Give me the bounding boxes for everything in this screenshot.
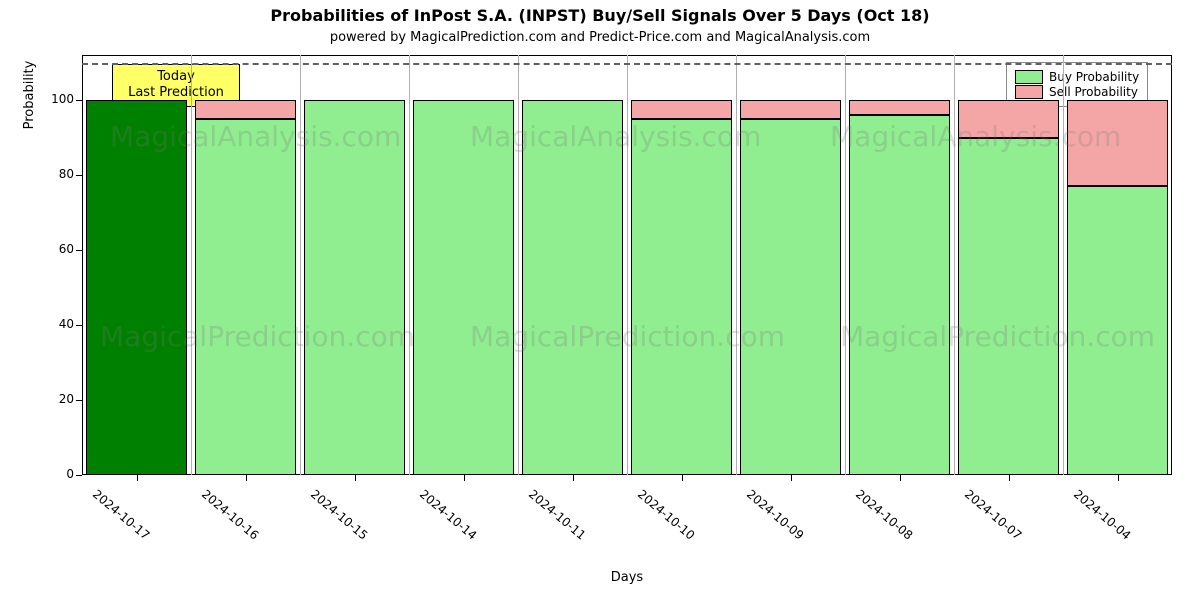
x-tick-label: 2024-10-16 xyxy=(199,487,261,543)
grid-line xyxy=(518,55,519,475)
x-tick-mark xyxy=(573,475,574,481)
chart-container: Probabilities of InPost S.A. (INPST) Buy… xyxy=(0,0,1200,600)
bar-buy xyxy=(631,119,731,475)
annotation-line1: Today xyxy=(123,69,229,85)
x-tick-mark xyxy=(791,475,792,481)
y-tick-label: 40 xyxy=(34,317,74,331)
y-tick-label: 0 xyxy=(34,467,74,481)
bar-sell xyxy=(631,100,731,119)
bar-buy xyxy=(195,119,295,475)
x-tick-label: 2024-10-11 xyxy=(526,487,588,543)
bar-buy xyxy=(849,115,949,475)
bar-buy xyxy=(86,100,186,475)
y-tick-mark xyxy=(76,325,82,326)
x-tick-mark xyxy=(246,475,247,481)
x-tick-label: 2024-10-17 xyxy=(90,487,152,543)
x-tick-label: 2024-10-09 xyxy=(744,487,806,543)
y-tick-label: 20 xyxy=(34,392,74,406)
x-axis-label: Days xyxy=(82,570,1172,585)
y-tick-mark xyxy=(76,475,82,476)
bar-sell xyxy=(195,100,295,119)
y-tick-label: 100 xyxy=(34,92,74,106)
y-axis-label: Probability xyxy=(22,0,37,305)
x-tick-mark xyxy=(355,475,356,481)
bar-buy xyxy=(958,138,1058,476)
bar-buy xyxy=(304,100,404,475)
grid-line xyxy=(954,55,955,475)
grid-line xyxy=(409,55,410,475)
x-tick-mark xyxy=(1118,475,1119,481)
y-tick-mark xyxy=(76,175,82,176)
x-tick-label: 2024-10-14 xyxy=(417,487,479,543)
bar-sell xyxy=(849,100,949,115)
x-tick-mark xyxy=(1009,475,1010,481)
y-tick-mark xyxy=(76,250,82,251)
grid-line xyxy=(845,55,846,475)
x-tick-mark xyxy=(900,475,901,481)
legend-item-sell: Sell Probability xyxy=(1015,85,1139,99)
y-tick-label: 80 xyxy=(34,167,74,181)
y-tick-mark xyxy=(76,100,82,101)
grid-line xyxy=(191,55,192,475)
x-tick-mark xyxy=(682,475,683,481)
bar-buy xyxy=(413,100,513,475)
chart-subtitle: powered by MagicalPrediction.com and Pre… xyxy=(0,30,1200,45)
bar-sell xyxy=(740,100,840,119)
bar-buy xyxy=(522,100,622,475)
y-tick-label: 60 xyxy=(34,242,74,256)
legend-item-buy: Buy Probability xyxy=(1015,70,1139,84)
y-tick-mark xyxy=(76,400,82,401)
x-tick-label: 2024-10-10 xyxy=(635,487,697,543)
x-tick-label: 2024-10-04 xyxy=(1071,487,1133,543)
reference-line xyxy=(82,63,1172,65)
bar-sell xyxy=(958,100,1058,138)
x-tick-label: 2024-10-15 xyxy=(308,487,370,543)
legend-swatch-buy xyxy=(1015,70,1043,84)
grid-line xyxy=(736,55,737,475)
chart-title: Probabilities of InPost S.A. (INPST) Buy… xyxy=(0,6,1200,25)
legend-swatch-sell xyxy=(1015,85,1043,99)
grid-line xyxy=(1063,55,1064,475)
x-tick-label: 2024-10-07 xyxy=(962,487,1024,543)
x-tick-mark xyxy=(137,475,138,481)
bar-buy xyxy=(1067,186,1167,475)
grid-line xyxy=(300,55,301,475)
bar-sell xyxy=(1067,100,1167,186)
x-tick-label: 2024-10-08 xyxy=(853,487,915,543)
bar-buy xyxy=(740,119,840,475)
x-tick-mark xyxy=(464,475,465,481)
grid-line xyxy=(627,55,628,475)
